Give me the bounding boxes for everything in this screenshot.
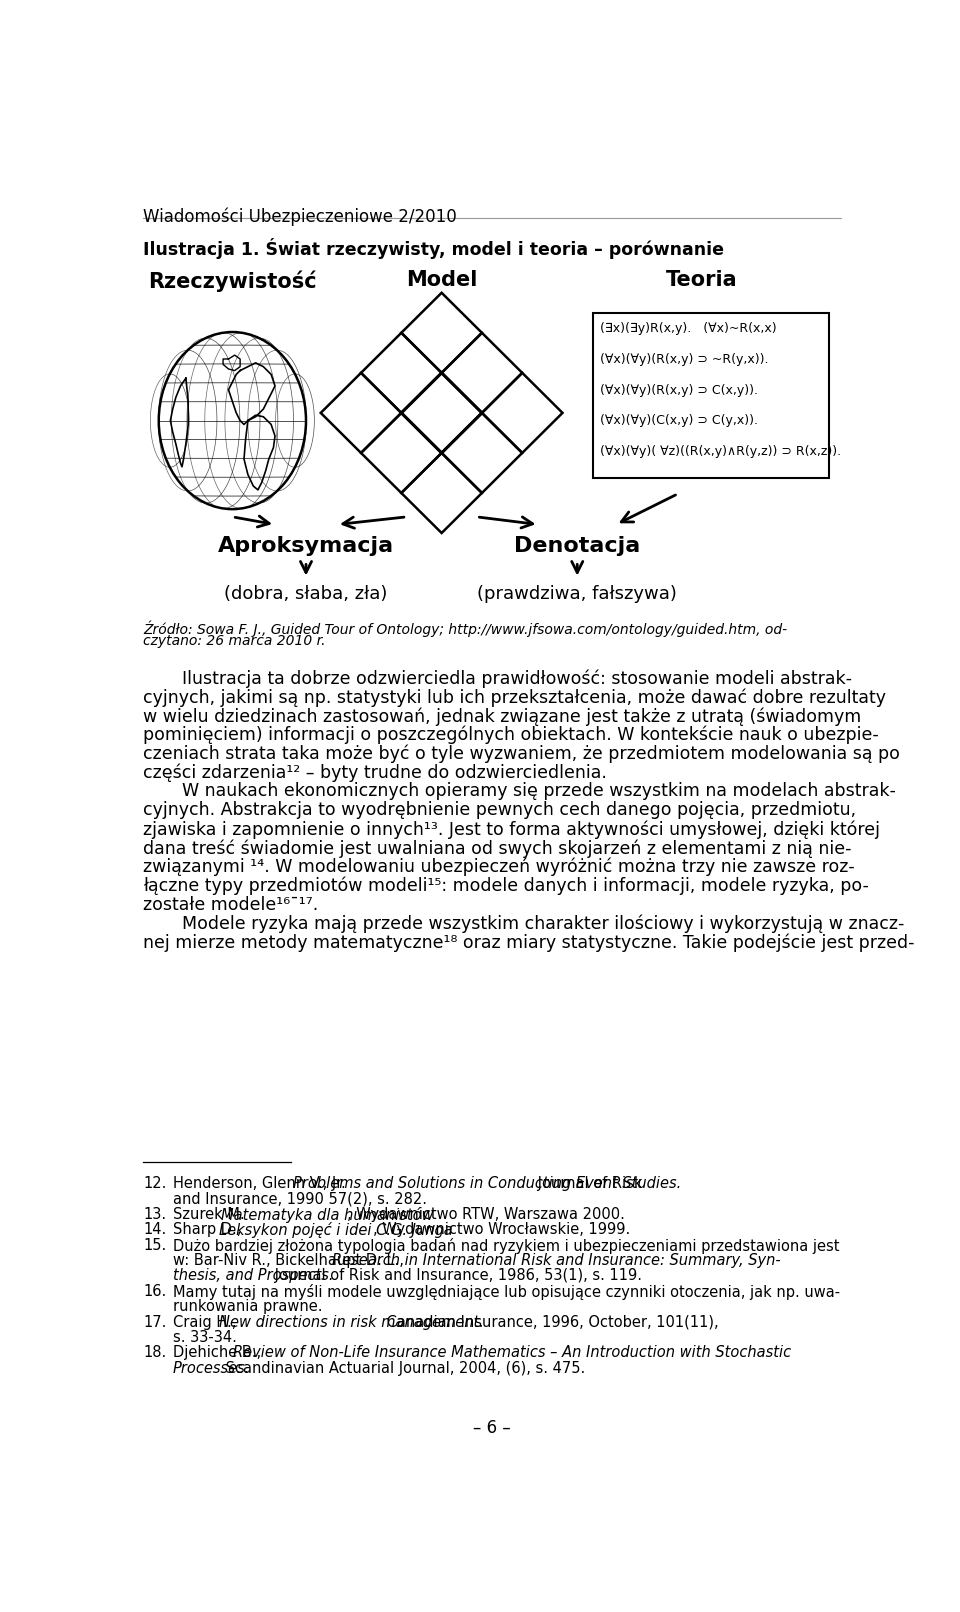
Text: Review of Non-Life Insurance Mathematics – An Introduction with Stochastic: Review of Non-Life Insurance Mathematics… (233, 1346, 791, 1361)
Text: s. 33-34.: s. 33-34. (173, 1330, 236, 1344)
Text: thesis, and Prospects.: thesis, and Prospects. (173, 1269, 333, 1283)
Text: Modele ryzyka mają przede wszystkim charakter ilościowy i wykorzystują w znacz-: Modele ryzyka mają przede wszystkim char… (182, 914, 904, 933)
Text: Matematyka dla humanistów: Matematyka dla humanistów (221, 1207, 433, 1224)
Text: Teoria: Teoria (665, 271, 737, 290)
Text: Szurek M.: Szurek M. (173, 1207, 249, 1222)
Text: Scandinavian Actuarial Journal, 2004, (6), s. 475.: Scandinavian Actuarial Journal, 2004, (6… (221, 1361, 585, 1375)
Text: związanymi ¹⁴. W modelowaniu ubezpieczeń wyróżnić można trzy nie zawsze roz-: związanymi ¹⁴. W modelowaniu ubezpieczeń… (143, 858, 855, 877)
Text: Journal of Risk and Insurance, 1986, 53(1), s. 119.: Journal of Risk and Insurance, 1986, 53(… (271, 1269, 642, 1283)
Text: zostałe modele¹⁶ˉ¹⁷.: zostałe modele¹⁶ˉ¹⁷. (143, 896, 319, 914)
Text: 15.: 15. (143, 1238, 166, 1253)
Text: , Wydawnictwo RTW, Warszawa 2000.: , Wydawnictwo RTW, Warszawa 2000. (348, 1207, 625, 1222)
Text: (dobra, słaba, zła): (dobra, słaba, zła) (225, 585, 388, 603)
Text: dana treść świadomie jest uwalniana od swych skojarzeń z elementami z nią nie-: dana treść świadomie jest uwalniana od s… (143, 840, 852, 858)
Text: Processes.: Processes. (173, 1361, 250, 1375)
Text: W naukach ekonomicznych opieramy się przede wszystkim na modelach abstrak-: W naukach ekonomicznych opieramy się prz… (182, 782, 896, 801)
Text: 12.: 12. (143, 1177, 167, 1191)
Text: Canadian Insurance, 1996, October, 101(11),: Canadian Insurance, 1996, October, 101(1… (382, 1314, 719, 1330)
Text: 16.: 16. (143, 1283, 166, 1299)
Text: w: Bar-Niv R., Bickelhaupt D. L.,: w: Bar-Niv R., Bickelhaupt D. L., (173, 1253, 408, 1269)
Text: Henderson, Glenn V., Jr.: Henderson, Glenn V., Jr. (173, 1177, 350, 1191)
Text: części zdarzenia¹² – byty trudne do odzwierciedlenia.: części zdarzenia¹² – byty trudne do odzw… (143, 764, 607, 782)
Text: 14.: 14. (143, 1222, 166, 1236)
Text: , Wydawnictwo Wrocławskie, 1999.: , Wydawnictwo Wrocławskie, 1999. (372, 1222, 630, 1236)
Text: Model: Model (406, 271, 477, 290)
Text: 13.: 13. (143, 1207, 166, 1222)
Text: czeniach strata taka może być o tyle wyzwaniem, że przedmiotem modelowania są po: czeniach strata taka może być o tyle wyz… (143, 745, 900, 762)
Text: runkowania prawne.: runkowania prawne. (173, 1299, 323, 1314)
Text: (∀x)(∀y)(C(x,y) ⊃ C(y,x)).: (∀x)(∀y)(C(x,y) ⊃ C(y,x)). (601, 414, 758, 427)
Text: w wielu dziedzinach zastosowań, jednak związane jest także z utratą (świadomym: w wielu dziedzinach zastosowań, jednak z… (143, 708, 861, 725)
Text: 17.: 17. (143, 1314, 167, 1330)
Text: (∀x)(∀y)(R(x,y) ⊃ C(x,y)).: (∀x)(∀y)(R(x,y) ⊃ C(x,y)). (601, 384, 758, 397)
Text: Źródło: Sowa F. J., Guided Tour of Ontology; http://www.jfsowa.com/ontology/guid: Źródło: Sowa F. J., Guided Tour of Ontol… (143, 621, 787, 637)
Text: Rzeczywistość: Rzeczywistość (148, 271, 317, 292)
Text: Craig H.,: Craig H., (173, 1314, 241, 1330)
Text: nej mierze metody matematyczne¹⁸ oraz miary statystyczne. Takie podejście jest p: nej mierze metody matematyczne¹⁸ oraz mi… (143, 933, 915, 953)
Text: czytano: 26 marca 2010 r.: czytano: 26 marca 2010 r. (143, 634, 325, 648)
Text: Djehiche B.,: Djehiche B., (173, 1346, 266, 1361)
Text: 18.: 18. (143, 1346, 166, 1361)
Text: (∀x)(∀y)( ∀z)((R(x,y)∧R(y,z)) ⊃ R(x,z)).: (∀x)(∀y)( ∀z)((R(x,y)∧R(y,z)) ⊃ R(x,z)). (601, 445, 842, 458)
Text: New directions in risk management.: New directions in risk management. (219, 1314, 484, 1330)
Text: łączne typy przedmiotów modeli¹⁵: modele danych i informacji, modele ryzyka, po-: łączne typy przedmiotów modeli¹⁵: modele… (143, 877, 869, 895)
Text: – 6 –: – 6 – (473, 1419, 511, 1438)
Text: (prawdziwa, fałszywa): (prawdziwa, fałszywa) (477, 585, 677, 603)
Text: cyjnych. Abstrakcja to wyodrębnienie pewnych cech danego pojęcia, przedmiotu,: cyjnych. Abstrakcja to wyodrębnienie pew… (143, 801, 856, 819)
Text: Ilustracja 1. Świat rzeczywisty, model i teoria – porównanie: Ilustracja 1. Świat rzeczywisty, model i… (143, 239, 724, 260)
Text: pominięciem) informacji o poszczególnych obiektach. W kontekście nauk o ubezpie-: pominięciem) informacji o poszczególnych… (143, 725, 879, 745)
Text: cyjnych, jakimi są np. statystyki lub ich przekształcenia, może dawać dobre rezu: cyjnych, jakimi są np. statystyki lub ic… (143, 688, 886, 706)
Text: and Insurance, 1990 57(2), s. 282.: and Insurance, 1990 57(2), s. 282. (173, 1191, 426, 1206)
Text: Wiadomości Ubezpieczeniowe 2/2010: Wiadomości Ubezpieczeniowe 2/2010 (143, 208, 457, 226)
Text: zjawiska i zapomnienie o innych¹³. Jest to forma aktywności umysłowej, dzięki kt: zjawiska i zapomnienie o innych¹³. Jest … (143, 821, 880, 838)
Text: Journal of Risk: Journal of Risk (533, 1177, 642, 1191)
Text: Sharp D.,: Sharp D., (173, 1222, 246, 1236)
Text: Leksykon pojęć i idei C.G. Junga: Leksykon pojęć i idei C.G. Junga (219, 1222, 453, 1238)
Text: Dużo bardziej złożona typologia badań nad ryzykiem i ubezpieczeniami przedstawio: Dużo bardziej złożona typologia badań na… (173, 1238, 839, 1254)
Text: Denotacja: Denotacja (515, 537, 640, 556)
Text: Aproksymacja: Aproksymacja (218, 537, 394, 556)
Bar (592, 313, 829, 479)
Text: Mamy tutaj na myśli modele uwzględniające lub opisujące czynniki otoczenia, jak : Mamy tutaj na myśli modele uwzględniając… (173, 1283, 840, 1299)
Text: (∀x)(∀y)(R(x,y) ⊃ ~R(y,x)).: (∀x)(∀y)(R(x,y) ⊃ ~R(y,x)). (601, 353, 769, 366)
Text: Problems and Solutions in Conducting Event Studies.: Problems and Solutions in Conducting Eve… (293, 1177, 681, 1191)
Text: Research in International Risk and Insurance: Summary, Syn-: Research in International Risk and Insur… (331, 1253, 780, 1269)
Text: (∃x)(∃y)R(x,y).   (∀x)~R(x,x): (∃x)(∃y)R(x,y). (∀x)~R(x,x) (601, 322, 778, 335)
Text: Ilustracja ta dobrze odzwierciedla prawidłowość: stosowanie modeli abstrak-: Ilustracja ta dobrze odzwierciedla prawi… (182, 669, 852, 688)
